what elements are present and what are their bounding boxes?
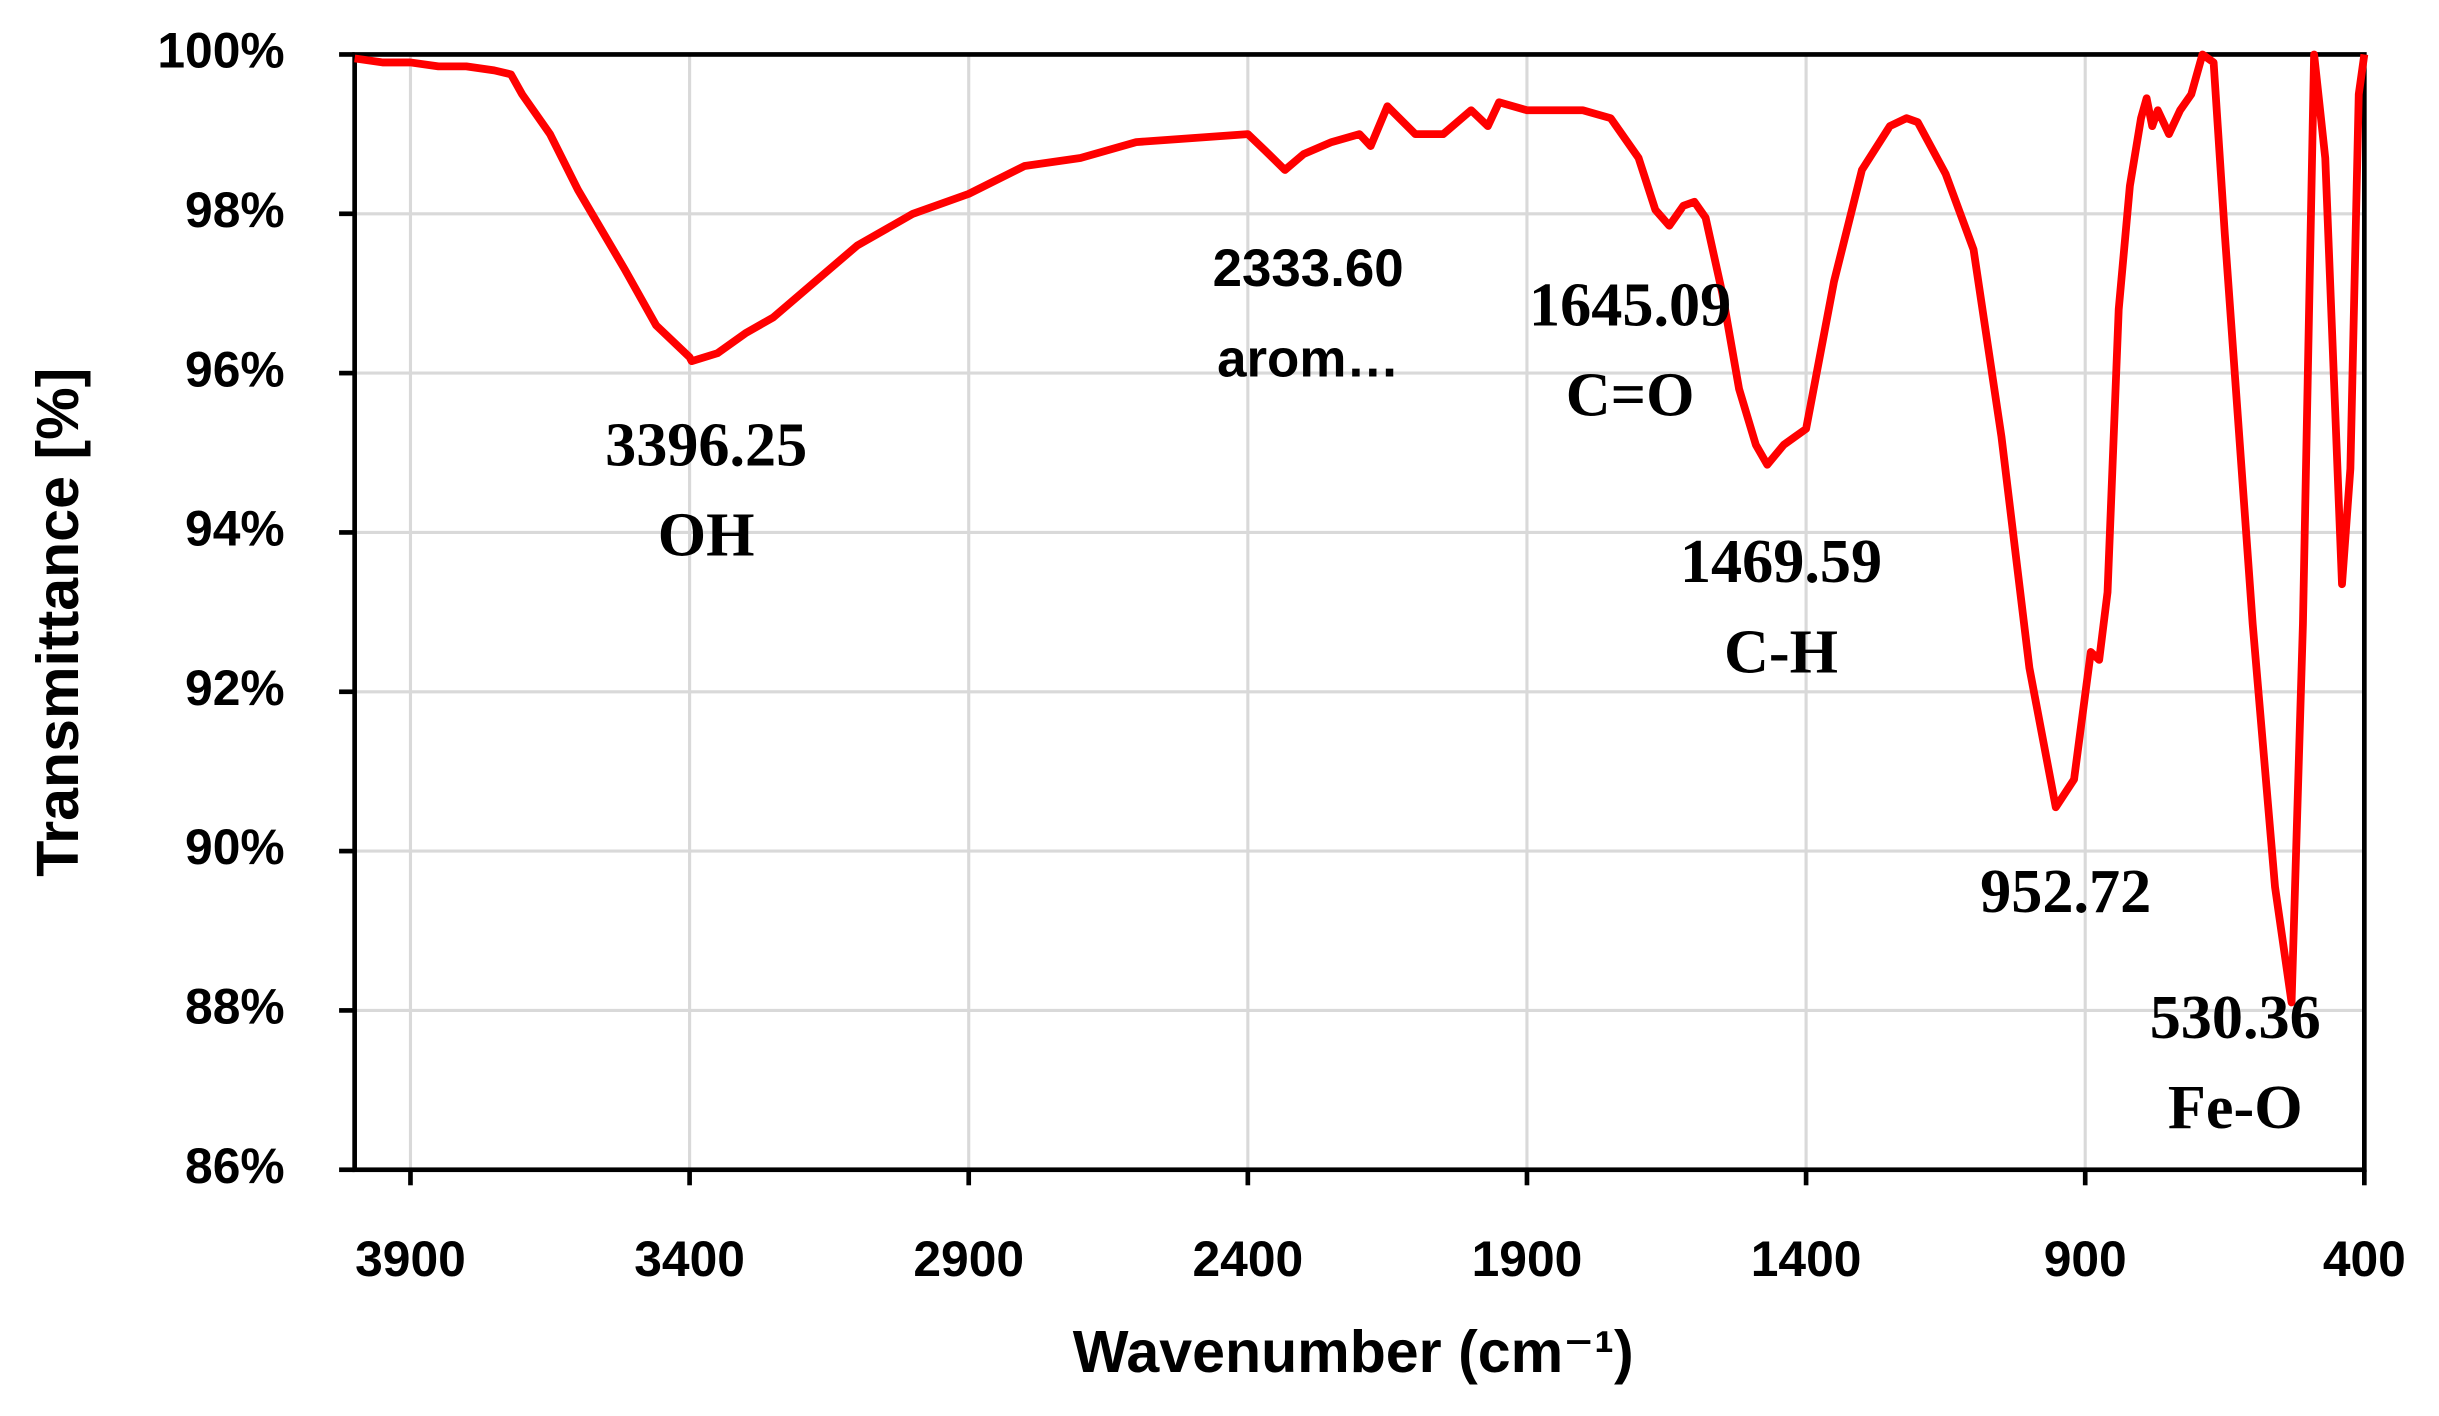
x-tick-label: 3900	[355, 1231, 466, 1287]
x-tick-label: 2400	[1192, 1231, 1303, 1287]
annotation: OH	[658, 502, 755, 570]
y-tick-label: 98%	[185, 182, 285, 238]
annotation: C=O	[1566, 362, 1695, 430]
annotation: Fe-O	[2168, 1074, 2303, 1142]
plot-frame	[352, 52, 2367, 1173]
x-tick-label: 400	[2323, 1231, 2406, 1287]
y-tick-label: 94%	[185, 501, 285, 557]
y-tick-label: 90%	[185, 819, 285, 875]
annotation: 3396.25	[605, 411, 807, 479]
annotation: 1645.09	[1529, 271, 1731, 339]
y-tick-label: 100%	[157, 23, 284, 79]
x-tick-label: 3400	[634, 1231, 745, 1287]
annotation: 2333.60	[1213, 239, 1404, 298]
x-tick-label: 2900	[913, 1231, 1024, 1287]
x-tick-label: 1900	[1472, 1231, 1583, 1287]
x-tick-label: 1400	[1751, 1231, 1862, 1287]
annotation: arom…	[1217, 329, 1399, 388]
annotation: 1469.59	[1680, 528, 1882, 596]
y-tick-label: 88%	[185, 979, 285, 1035]
annotation: 530.36	[2150, 984, 2321, 1052]
y-tick-label: 92%	[185, 660, 285, 716]
x-tick-label: 900	[2044, 1231, 2127, 1287]
annotation: C-H	[1724, 618, 1838, 686]
x-axis-title: Wavenumber (cm⁻¹)	[1073, 1318, 1634, 1385]
y-tick-label: 86%	[185, 1138, 285, 1194]
y-tick-label: 96%	[185, 341, 285, 397]
spectrum-line	[354, 50, 2369, 1007]
y-axis-title: Transmittance [%]	[24, 368, 91, 877]
annotation: 952.72	[1980, 858, 2151, 926]
